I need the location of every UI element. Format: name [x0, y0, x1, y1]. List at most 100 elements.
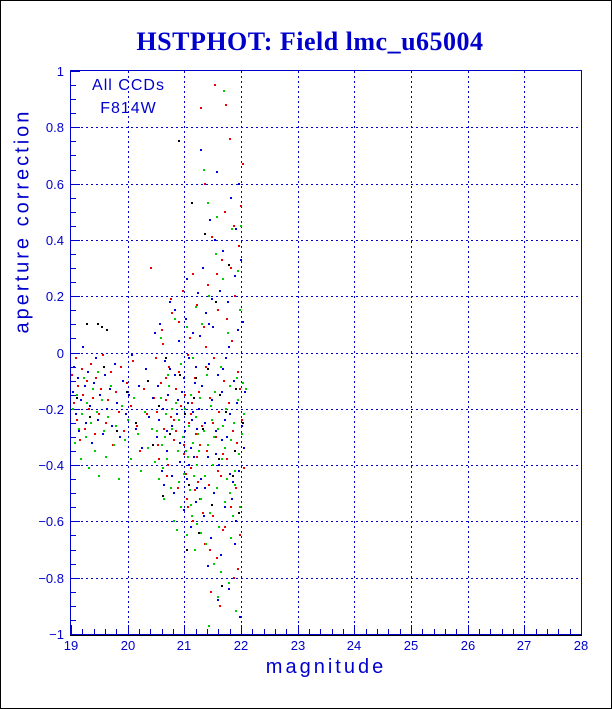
- data-point: [103, 430, 105, 432]
- data-point: [241, 419, 243, 421]
- data-point: [239, 506, 241, 508]
- data-point: [97, 419, 99, 421]
- x-minor-tick: [434, 629, 435, 634]
- y-minor-tick: [71, 99, 76, 100]
- data-point: [184, 394, 186, 396]
- data-point: [185, 450, 187, 452]
- x-minor-tick: [196, 629, 197, 634]
- gridline-horizontal: [71, 296, 581, 297]
- gridline-horizontal: [71, 184, 581, 185]
- x-tick-label: 26: [460, 638, 476, 653]
- data-point: [73, 402, 75, 404]
- data-point: [194, 489, 196, 491]
- data-point: [105, 422, 107, 424]
- data-point: [154, 332, 156, 334]
- data-point: [218, 464, 220, 466]
- data-point: [208, 484, 210, 486]
- data-point: [138, 385, 140, 387]
- data-point: [154, 461, 156, 463]
- data-point: [240, 225, 242, 227]
- data-point: [217, 596, 219, 598]
- x-minor-tick: [400, 629, 401, 634]
- data-point: [92, 397, 94, 399]
- data-point: [99, 394, 101, 396]
- data-point: [207, 456, 209, 458]
- data-point: [203, 515, 205, 517]
- data-point: [204, 183, 206, 185]
- data-point: [233, 225, 235, 227]
- data-point: [133, 397, 135, 399]
- data-point: [219, 605, 221, 607]
- data-point: [193, 456, 195, 458]
- data-point: [187, 506, 189, 508]
- data-point: [85, 422, 87, 424]
- y-tick-label: −0.4: [38, 458, 64, 473]
- data-point: [238, 183, 240, 185]
- data-point: [178, 419, 180, 421]
- data-point: [195, 377, 197, 379]
- data-point: [215, 453, 217, 455]
- data-point: [144, 411, 146, 413]
- data-point: [194, 549, 196, 551]
- x-minor-tick: [490, 629, 491, 634]
- data-point: [232, 515, 234, 517]
- x-minor-tick: [230, 629, 231, 634]
- y-major-tick: [71, 353, 80, 354]
- data-point: [190, 447, 192, 449]
- data-point: [174, 374, 176, 376]
- x-minor-tick: [479, 629, 480, 634]
- x-tick-label: 19: [63, 638, 79, 653]
- gridline-horizontal: [71, 127, 581, 128]
- x-minor-tick: [445, 629, 446, 634]
- data-point: [147, 380, 149, 382]
- y-minor-tick: [71, 113, 76, 114]
- data-point: [187, 354, 189, 356]
- data-point: [118, 478, 120, 480]
- data-point: [186, 278, 188, 280]
- data-point: [124, 439, 126, 441]
- data-point: [89, 416, 91, 418]
- x-minor-tick: [207, 629, 208, 634]
- data-point: [76, 394, 78, 396]
- y-tick-label: −1: [49, 627, 64, 642]
- x-minor-tick: [252, 629, 253, 634]
- x-minor-tick: [94, 629, 95, 634]
- data-point: [223, 380, 225, 382]
- data-point: [78, 430, 80, 432]
- data-point: [224, 211, 226, 213]
- data-point: [187, 402, 189, 404]
- data-point: [233, 380, 235, 382]
- data-point: [228, 264, 230, 266]
- data-point: [226, 458, 228, 460]
- data-point: [237, 568, 239, 570]
- gridline-vertical: [184, 71, 185, 634]
- x-major-tick: [298, 625, 299, 634]
- x-minor-tick: [116, 629, 117, 634]
- data-point: [188, 422, 190, 424]
- data-point: [196, 523, 198, 525]
- data-point: [159, 323, 161, 325]
- data-point: [91, 442, 93, 444]
- data-point: [148, 416, 150, 418]
- data-point: [211, 399, 213, 401]
- data-point: [192, 520, 194, 522]
- data-point: [77, 385, 79, 387]
- x-major-tick: [468, 625, 469, 634]
- data-point: [232, 430, 234, 432]
- data-point: [114, 363, 116, 365]
- y-minor-tick: [71, 324, 76, 325]
- plot-area: [70, 70, 582, 635]
- data-point: [226, 436, 228, 438]
- data-point: [195, 306, 197, 308]
- data-point: [222, 425, 224, 427]
- x-major-tick: [354, 625, 355, 634]
- y-minor-tick: [71, 268, 76, 269]
- data-point: [218, 458, 220, 460]
- data-point: [200, 478, 202, 480]
- data-point: [157, 444, 159, 446]
- data-point: [216, 487, 218, 489]
- x-major-tick: [581, 625, 582, 634]
- y-tick-label: 1: [56, 64, 64, 79]
- y-minor-tick: [71, 606, 76, 607]
- data-point: [86, 380, 88, 382]
